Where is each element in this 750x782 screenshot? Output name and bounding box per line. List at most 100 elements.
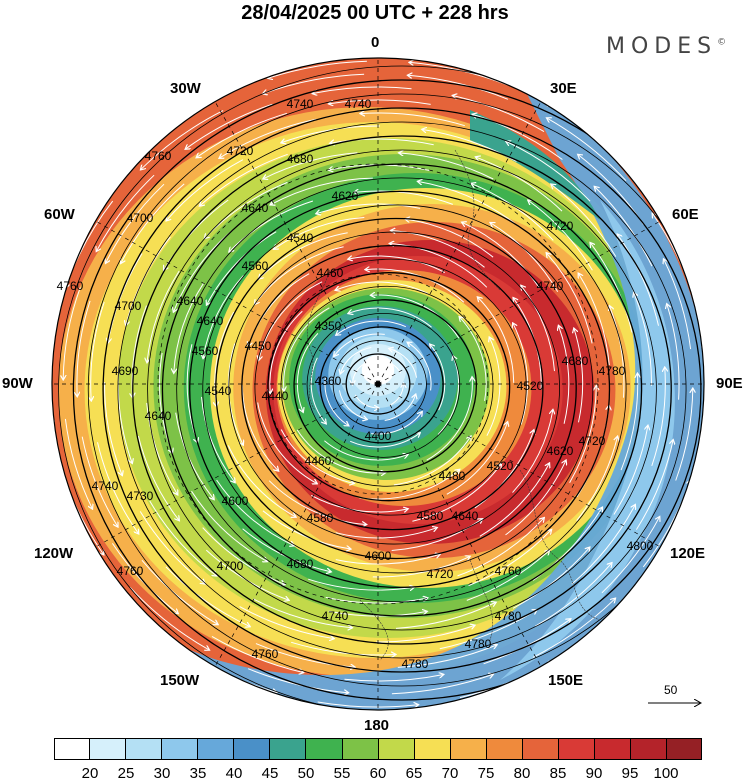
wind-streamline bbox=[384, 395, 416, 421]
wind-streamline bbox=[103, 382, 122, 475]
wind-streamline bbox=[317, 203, 421, 214]
wind-streamline bbox=[344, 675, 443, 682]
meridian-line bbox=[95, 383, 379, 548]
wind-streamline bbox=[595, 187, 653, 267]
wind-streamline bbox=[574, 329, 584, 423]
wind-streamline bbox=[473, 115, 563, 160]
contour-label: 4540 bbox=[287, 231, 314, 245]
contour-label: 4740 bbox=[322, 609, 349, 623]
wind-streamline bbox=[200, 153, 288, 205]
wind-streamline bbox=[201, 396, 235, 482]
wind-streamline bbox=[391, 675, 493, 695]
wind-streamline bbox=[395, 603, 495, 629]
contour-label: 4760 bbox=[117, 564, 144, 578]
wind-streamline bbox=[468, 530, 551, 587]
modes-logo: MODES© bbox=[606, 34, 726, 59]
colorbar-cell bbox=[126, 738, 163, 760]
lon-label-60e: 60E bbox=[672, 206, 699, 223]
lon-label-30w: 30W bbox=[170, 80, 201, 97]
low-wind-region bbox=[190, 80, 704, 710]
colorbar-label: 45 bbox=[261, 765, 279, 782]
contour-label: 4440 bbox=[262, 389, 289, 403]
lon-label-150w: 150W bbox=[160, 672, 200, 689]
wind-streamline bbox=[372, 557, 470, 578]
wind-streamline bbox=[406, 219, 494, 258]
wind-streamline bbox=[534, 563, 611, 627]
wind-streamline bbox=[313, 86, 412, 93]
meridian-line bbox=[214, 101, 379, 385]
height-contour bbox=[228, 231, 560, 545]
contour-label: 4620 bbox=[332, 189, 359, 203]
wind-streamline bbox=[505, 461, 566, 536]
wind-streamline bbox=[259, 281, 323, 360]
wind-streamline bbox=[675, 389, 693, 481]
contour-label: 4720 bbox=[579, 434, 606, 448]
lon-label-90e: 90E bbox=[716, 375, 743, 392]
colorbar-cell bbox=[667, 738, 703, 760]
map-title: 28/04/2025 00 UTC + 228 hrs bbox=[241, 2, 509, 24]
contour-label: 4680 bbox=[287, 152, 314, 166]
lon-label-30e: 30E bbox=[550, 80, 577, 97]
wind-streamline bbox=[571, 505, 635, 585]
wind-streamline bbox=[483, 619, 570, 665]
wind-streamline bbox=[390, 244, 488, 288]
wind-streamline bbox=[230, 200, 314, 251]
wind-streamline bbox=[361, 113, 465, 127]
height-contour bbox=[345, 353, 411, 415]
wind-streamline bbox=[324, 440, 407, 461]
wind-streamline bbox=[426, 378, 473, 461]
wind-streamline bbox=[634, 293, 653, 386]
contour-label: 4460 bbox=[305, 454, 332, 468]
wind-streamline bbox=[270, 310, 303, 393]
north-pole-marker bbox=[375, 381, 381, 387]
wind-streamline bbox=[255, 643, 354, 668]
colorbar-label: 70 bbox=[441, 765, 459, 782]
wind-streamline bbox=[202, 527, 285, 585]
wind-streamline bbox=[393, 437, 471, 486]
colorbar-label: 30 bbox=[153, 765, 171, 782]
wind-streamline bbox=[63, 287, 81, 380]
wind-streamline bbox=[241, 385, 278, 470]
contour-label: 4560 bbox=[192, 344, 219, 358]
low-wind-region bbox=[470, 110, 600, 220]
colorbar-cell bbox=[234, 738, 271, 760]
wind-streamline bbox=[197, 112, 288, 157]
wind-streamline bbox=[529, 201, 593, 271]
wind-streamline bbox=[211, 635, 303, 672]
colorbar-cell bbox=[162, 738, 199, 760]
wind-streamline bbox=[349, 307, 432, 328]
contour-label: 4780 bbox=[402, 657, 429, 671]
wind-streamline bbox=[308, 578, 413, 590]
wind-streamline bbox=[220, 118, 317, 158]
height-contour bbox=[58, 65, 704, 710]
meridian-line bbox=[377, 383, 661, 548]
height-contour bbox=[319, 326, 444, 444]
wind-streamline bbox=[186, 103, 273, 149]
wind-streamline bbox=[651, 368, 665, 467]
height-contour bbox=[306, 312, 461, 458]
contour-label: 4760 bbox=[145, 149, 172, 163]
height-contour bbox=[293, 299, 478, 473]
colorbar-label: 60 bbox=[369, 765, 387, 782]
lon-label-180: 180 bbox=[364, 717, 390, 734]
colorbar-label: 75 bbox=[477, 765, 495, 782]
contour-label: 4620 bbox=[547, 444, 574, 458]
height-contour bbox=[332, 340, 427, 429]
wind-streamline bbox=[437, 357, 460, 435]
contour-label: 4680 bbox=[287, 557, 314, 571]
contour-label: 4480 bbox=[439, 469, 466, 483]
latitude-circle bbox=[157, 163, 599, 605]
contour-label: 4400 bbox=[365, 429, 392, 443]
colorbar-label: 85 bbox=[549, 765, 567, 782]
colorbar-label: 25 bbox=[117, 765, 135, 782]
wind-streamline bbox=[121, 183, 185, 263]
contour-label: 4640 bbox=[177, 294, 204, 308]
wind-streamline bbox=[129, 586, 209, 649]
wind-streamline bbox=[446, 423, 508, 495]
wind-streamline bbox=[341, 347, 372, 374]
wind-streamline bbox=[139, 511, 204, 583]
contour-label: 4760 bbox=[57, 279, 84, 293]
contour-label: 4780 bbox=[599, 364, 626, 378]
contour-labels: 4740 4740 4760 4720 4680 4620 4640 4720 4540 4760… bbox=[57, 97, 654, 671]
wind-streamline bbox=[325, 597, 427, 604]
